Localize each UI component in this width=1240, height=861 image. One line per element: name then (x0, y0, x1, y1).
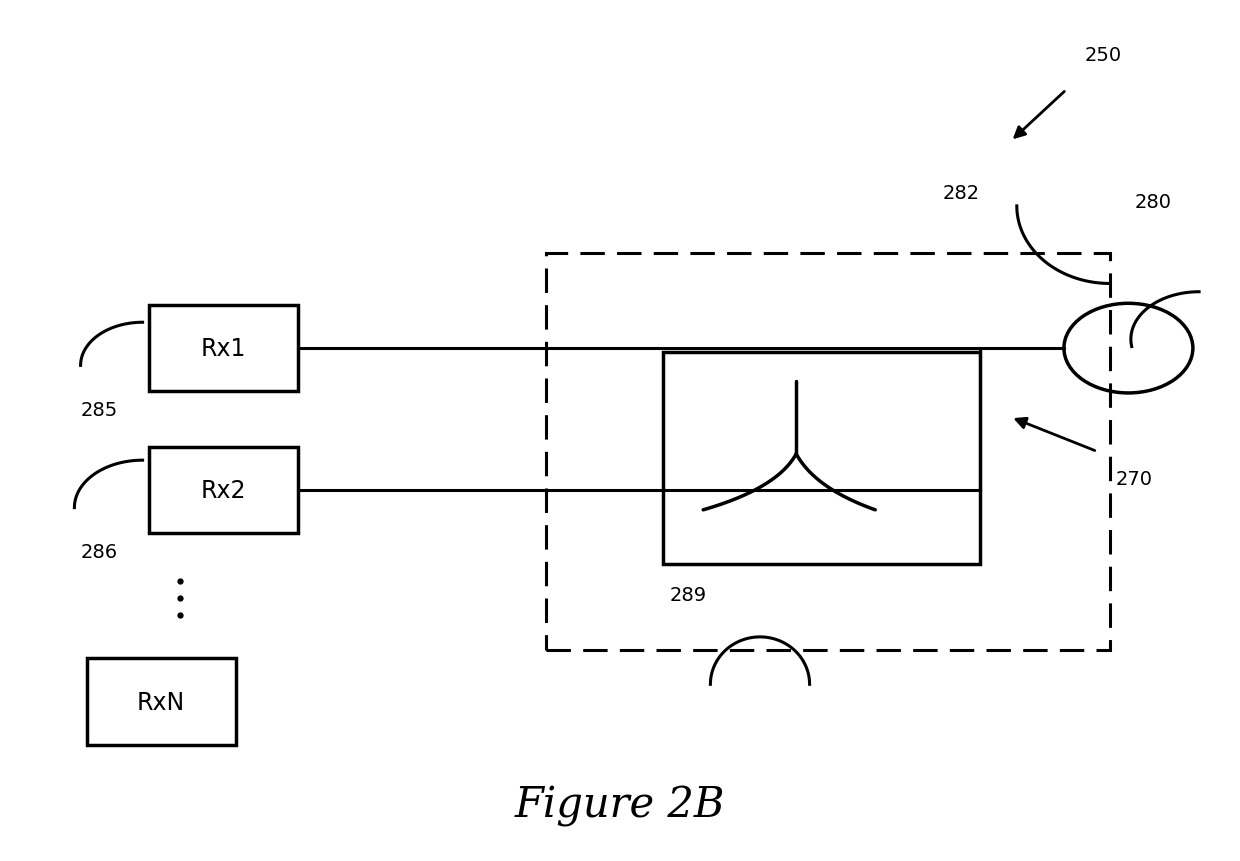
Text: 282: 282 (942, 183, 980, 202)
Text: 286: 286 (81, 542, 118, 561)
Text: RxN: RxN (138, 690, 185, 714)
Bar (546, 254, 1110, 650)
Text: Rx1: Rx1 (201, 337, 246, 361)
Bar (87, 659, 236, 745)
Text: Rx2: Rx2 (201, 479, 246, 503)
Text: 270: 270 (1116, 469, 1153, 488)
Bar (149, 448, 298, 534)
Text: 289: 289 (670, 585, 707, 604)
Text: 280: 280 (1135, 193, 1172, 212)
Bar (663, 353, 980, 564)
Bar (149, 306, 298, 392)
Text: Figure 2B: Figure 2B (515, 784, 725, 826)
Text: 250: 250 (1085, 46, 1122, 65)
Text: 285: 285 (81, 400, 118, 419)
